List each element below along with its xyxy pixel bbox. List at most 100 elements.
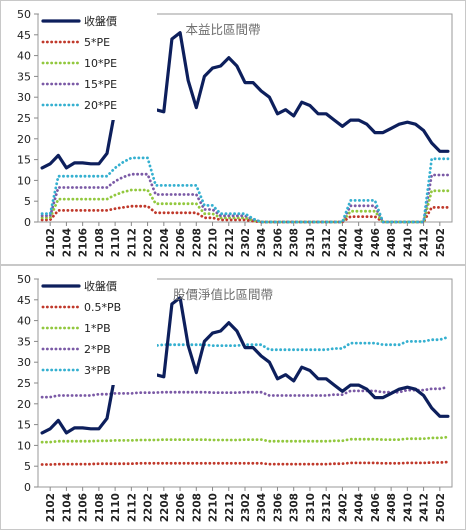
legend-label: 5*PE: [84, 36, 110, 49]
x-tick-label: 2302: [240, 493, 252, 522]
x-tick-label: 2102: [45, 228, 57, 257]
x-tick-label: 2502: [435, 228, 447, 257]
chart-legend: 收盤價 0.5*PB 1*PB 2*PB 3*PB: [39, 276, 157, 385]
y-tick-label: 25: [17, 377, 31, 390]
y-tick-label: 40: [17, 315, 31, 328]
y-tick-label: 35: [17, 70, 31, 83]
series-line-band-1: [40, 460, 450, 466]
x-tick-label: 2104: [61, 228, 73, 257]
x-tick-label: 2202: [143, 228, 155, 257]
y-tick-label: 10: [17, 439, 31, 452]
x-tick-label: 2312: [321, 228, 333, 257]
legend-label: 3*PB: [84, 364, 111, 377]
legend-background: [39, 11, 157, 120]
x-tick-label: 2210: [208, 228, 220, 257]
x-tick-label: 2202: [143, 493, 155, 522]
series-line-band-4: [40, 156, 450, 224]
series-line-band-2: [40, 435, 450, 444]
legend-label: 2*PB: [84, 343, 111, 356]
legend-label: 15*PE: [84, 78, 117, 91]
x-tick-label: 2312: [321, 493, 333, 522]
x-tick-label: 2210: [208, 493, 220, 522]
x-tick-label: 2212: [224, 228, 236, 257]
x-tick-label: 2306: [272, 493, 284, 522]
pe-band-chart: 0 5 10 15 20 25 30 35 40 45 50 2102 2104 2106 2108 2110…: [0, 0, 466, 265]
x-tick-label: 2408: [386, 493, 398, 522]
legend-label: 0.5*PB: [84, 301, 121, 314]
y-tick-label: 0: [24, 216, 31, 229]
x-tick-label: 2110: [110, 493, 122, 522]
x-tick-label: 2304: [256, 493, 268, 522]
x-tick-label: 2204: [159, 228, 171, 257]
x-tick-label: 2404: [354, 228, 366, 257]
x-tick-label: 2212: [224, 493, 236, 522]
x-tick-label: 2308: [289, 493, 301, 522]
legend-label: 20*PE: [84, 99, 117, 112]
x-tick-label: 2112: [126, 493, 138, 522]
x-tick-label: 2410: [402, 228, 414, 257]
x-tick-label: 2402: [337, 493, 349, 522]
y-tick-label: 15: [17, 154, 31, 167]
chart-title: 本益比區間帶: [185, 22, 260, 37]
x-tick-label: 2404: [354, 493, 366, 522]
y-tick-label: 10: [17, 174, 31, 187]
legend-background: [39, 276, 157, 385]
x-tick-label: 2206: [175, 228, 187, 257]
x-tick-label: 2106: [78, 493, 90, 522]
x-tick-label: 2112: [126, 228, 138, 257]
y-tick-label: 50: [17, 8, 31, 21]
x-tick-label: 2110: [110, 228, 122, 257]
x-tick-label: 2402: [337, 228, 349, 257]
x-tick-label: 2108: [94, 228, 106, 257]
chart-legend: 收盤價 5*PE 10*PE 15*PE 20*PE: [39, 11, 157, 120]
x-tick-label: 2204: [159, 493, 171, 522]
x-tick-label: 2310: [305, 228, 317, 257]
x-tick-label: 2412: [419, 493, 431, 522]
series-line-close-price: [40, 31, 450, 170]
series-line-band-1: [40, 204, 450, 224]
x-tick-label: 2410: [402, 493, 414, 522]
pb-band-chart-svg: 0 5 10 15 20 25 30 35 40 45 50 2102 2104 2106 2108 2110…: [17, 273, 453, 522]
x-tick-label: 2208: [191, 493, 203, 522]
x-tick-label: 2108: [94, 493, 106, 522]
series-line-band-3: [40, 385, 450, 399]
x-tick-label: 2406: [370, 493, 382, 522]
x-tick-label: 2302: [240, 228, 252, 257]
legend-label: 收盤價: [84, 14, 117, 28]
series-line-band-3: [40, 172, 450, 224]
x-tick-label: 2412: [419, 228, 431, 257]
y-tick-label: 30: [17, 356, 31, 369]
legend-label: 10*PE: [84, 57, 117, 70]
y-tick-label: 40: [17, 50, 31, 63]
y-tick-label: 25: [17, 112, 31, 125]
x-tick-label: 2308: [289, 228, 301, 257]
x-tick-label: 2310: [305, 493, 317, 522]
x-tick-label: 2306: [272, 228, 284, 257]
y-tick-label: 20: [17, 398, 31, 411]
series-line-close-price: [40, 296, 450, 435]
x-tick-label: 2102: [45, 493, 57, 522]
pe-band-chart-svg: 0 5 10 15 20 25 30 35 40 45 50 2102 2104 2106 2108 2110…: [17, 8, 453, 257]
chart-title: 股價淨值比區間帶: [173, 287, 273, 302]
x-tick-label: 2104: [61, 493, 73, 522]
legend-label: 收盤價: [84, 279, 117, 293]
y-tick-label: 0: [24, 481, 31, 494]
x-tick-label: 2304: [256, 228, 268, 257]
x-tick-label: 2206: [175, 493, 187, 522]
y-tick-label: 5: [24, 460, 31, 473]
y-tick-label: 35: [17, 335, 31, 348]
y-tick-label: 45: [17, 294, 31, 307]
y-tick-label: 20: [17, 133, 31, 146]
x-tick-label: 2406: [370, 228, 382, 257]
x-tick-label: 2106: [78, 228, 90, 257]
y-tick-label: 50: [17, 273, 31, 286]
pb-band-chart: 0 5 10 15 20 25 30 35 40 45 50 2102 2104 2106 2108 2110…: [0, 265, 466, 530]
y-tick-label: 15: [17, 419, 31, 432]
x-tick-label: 2408: [386, 228, 398, 257]
legend-label: 1*PB: [84, 322, 111, 335]
y-tick-label: 5: [24, 195, 31, 208]
y-tick-label: 45: [17, 29, 31, 42]
x-tick-label: 2502: [435, 493, 447, 522]
x-tick-label: 2208: [191, 228, 203, 257]
y-tick-label: 30: [17, 91, 31, 104]
